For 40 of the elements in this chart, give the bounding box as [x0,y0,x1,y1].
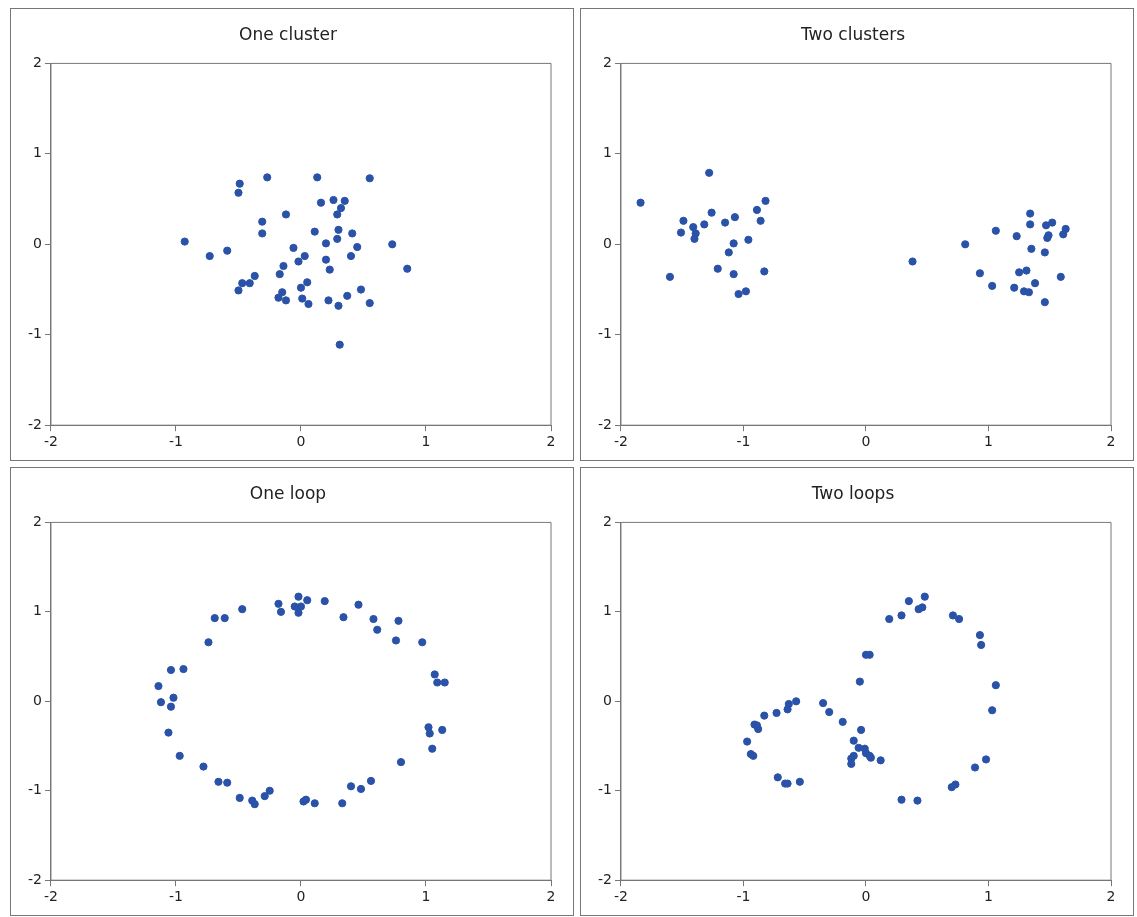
y-tick-label: 1 [603,144,612,161]
y-tick-label: -2 [597,415,612,432]
x-tick-label: 1 [984,888,993,905]
y-tick-label: -2 [27,870,42,887]
x-tick-label: 2 [1106,433,1116,450]
y-tick-label: 0 [603,234,612,251]
chart-title: Two clusters [800,23,906,44]
x-tick-label: 1 [421,888,431,905]
y-tick-label: 1 [33,602,42,619]
chart-title: One cluster [239,23,337,44]
y-tick-label: -1 [597,325,612,342]
x-tick-label: 0 [861,433,871,450]
y-tick-label: 1 [603,602,612,619]
x-tick-label: -1 [168,433,183,450]
y-tick-label: 0 [33,691,42,708]
chart-title: One loop [249,482,327,503]
y-tick-label: 0 [33,234,42,251]
y-tick-label: -1 [597,781,612,798]
x-tick-label: 1 [421,433,431,450]
x-tick-label: 0 [296,888,306,905]
y-tick-label: -1 [27,325,42,342]
y-tick-label: -2 [597,870,612,887]
y-tick-label: 0 [603,691,612,708]
x-tick-label: 0 [861,888,871,905]
x-tick-label: 2 [546,433,556,450]
y-tick-label: -1 [27,781,42,798]
x-tick-label: -1 [736,888,751,905]
y-tick-label: 2 [33,513,42,530]
y-tick-label: 2 [33,54,42,71]
x-tick-label: 0 [296,433,306,450]
y-tick-label: 2 [603,513,612,530]
x-tick-label: 2 [1106,888,1116,905]
y-tick-label: 2 [603,54,612,71]
y-tick-label: -2 [27,415,42,432]
x-tick-label: 1 [984,433,993,450]
x-tick-label: 2 [546,888,556,905]
chart-title: Two loops [810,482,895,503]
x-tick-label: -1 [168,888,183,905]
y-tick-label: 1 [33,144,42,161]
x-tick-label: -1 [736,433,751,450]
